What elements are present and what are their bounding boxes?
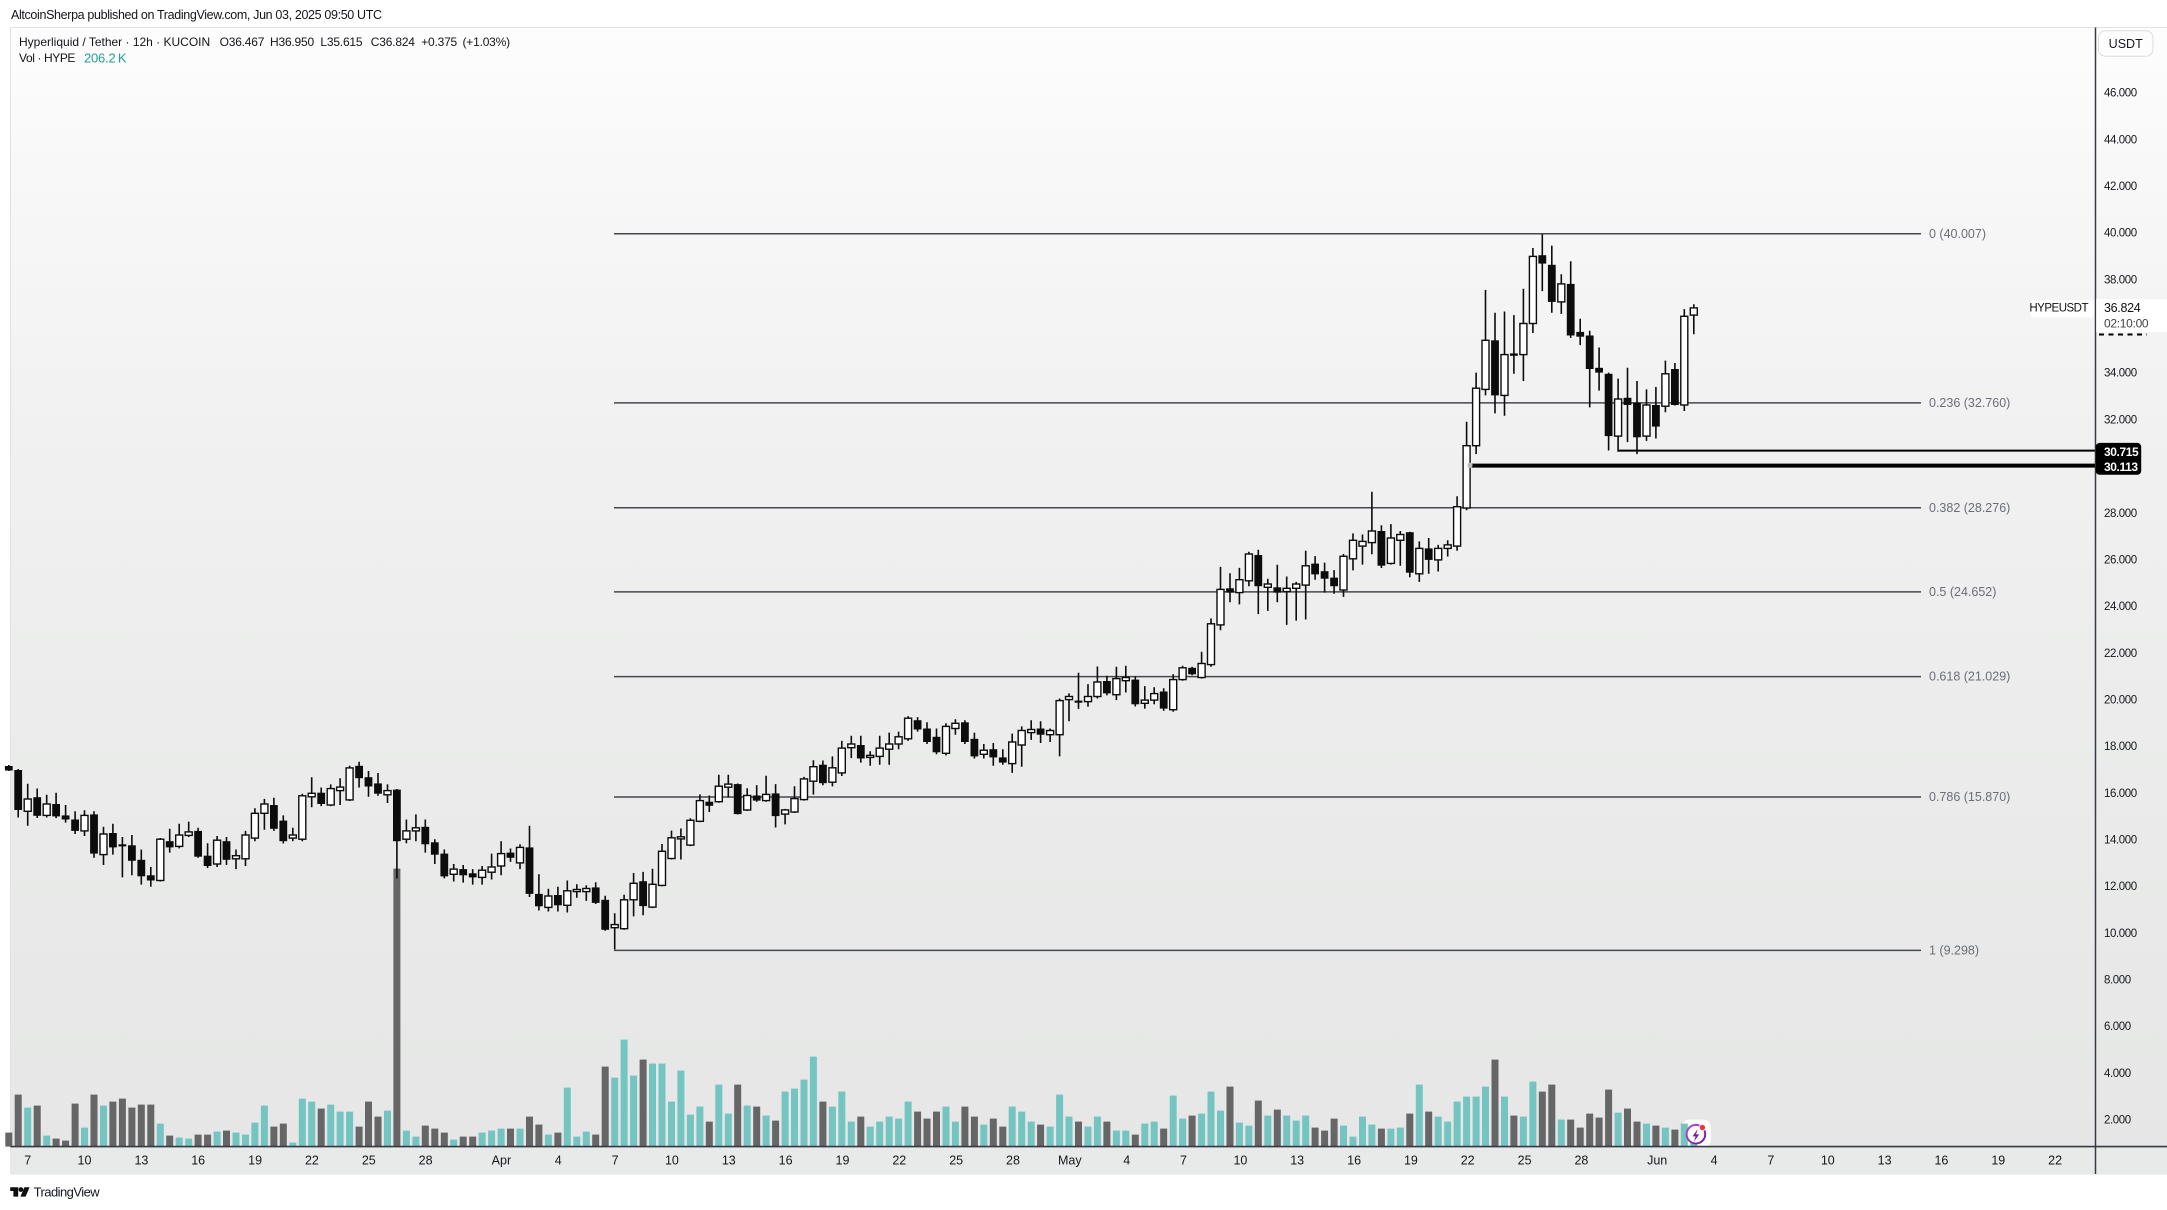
svg-text:19: 19 [1404, 1154, 1418, 1168]
svg-text:22: 22 [1461, 1154, 1475, 1168]
svg-text:Hyperliquid / Tether · 12h · K: Hyperliquid / Tether · 12h · KUCOIN [19, 35, 210, 49]
svg-text:28: 28 [419, 1154, 433, 1168]
svg-text:Jun: Jun [1647, 1154, 1667, 1168]
svg-text:0.236 (32.760): 0.236 (32.760) [1929, 396, 2010, 410]
svg-text:30.715: 30.715 [2104, 445, 2139, 459]
svg-text:C36.824: C36.824 [371, 35, 415, 49]
svg-text:4: 4 [1123, 1154, 1130, 1168]
svg-text:7: 7 [1767, 1154, 1774, 1168]
svg-text:30.113: 30.113 [2104, 460, 2138, 474]
svg-text:25: 25 [362, 1154, 376, 1168]
svg-text:O36.467: O36.467 [220, 35, 265, 49]
svg-text:8.000: 8.000 [2104, 975, 2131, 987]
svg-text:16: 16 [1934, 1154, 1948, 1168]
svg-text:18.000: 18.000 [2104, 741, 2137, 753]
svg-text:42.000: 42.000 [2104, 181, 2137, 193]
svg-text:25: 25 [1518, 1154, 1532, 1168]
svg-text:10: 10 [1233, 1154, 1247, 1168]
svg-text:1 (9.298): 1 (9.298) [1929, 943, 1979, 957]
svg-text:7: 7 [24, 1154, 31, 1168]
svg-text:4: 4 [1711, 1154, 1718, 1168]
svg-text:13: 13 [722, 1154, 736, 1168]
svg-text:TradingView: TradingView [34, 1185, 101, 1200]
svg-text:22: 22 [2048, 1154, 2062, 1168]
svg-text:4.000: 4.000 [2104, 1068, 2131, 1080]
svg-text:28.000: 28.000 [2104, 508, 2137, 520]
svg-text:Vol · HYPE: Vol · HYPE [19, 51, 75, 65]
svg-text:22: 22 [305, 1154, 319, 1168]
svg-text:16: 16 [191, 1154, 205, 1168]
svg-text:0.5 (24.652): 0.5 (24.652) [1929, 585, 1996, 599]
svg-text:19: 19 [248, 1154, 262, 1168]
svg-text:10: 10 [78, 1154, 92, 1168]
svg-text:44.000: 44.000 [2104, 134, 2137, 146]
svg-text:AltcoinSherpa published on Tra: AltcoinSherpa published on TradingView.c… [11, 8, 382, 22]
svg-text:16: 16 [1347, 1154, 1361, 1168]
svg-text:10: 10 [1821, 1154, 1835, 1168]
svg-text:28: 28 [1006, 1154, 1020, 1168]
svg-text:46.000: 46.000 [2104, 88, 2137, 100]
svg-text:4: 4 [555, 1154, 562, 1168]
svg-text:36.824: 36.824 [2104, 301, 2141, 315]
svg-text:2.000: 2.000 [2104, 1115, 2131, 1127]
svg-text:(+1.03%): (+1.03%) [463, 35, 511, 49]
svg-text:28: 28 [1574, 1154, 1588, 1168]
svg-text:7: 7 [612, 1154, 619, 1168]
svg-text:40.000: 40.000 [2104, 228, 2137, 240]
svg-text:25: 25 [949, 1154, 963, 1168]
svg-text:206.2 K: 206.2 K [84, 51, 127, 66]
svg-text:20.000: 20.000 [2104, 695, 2137, 707]
svg-text:14.000: 14.000 [2104, 835, 2137, 847]
svg-text:13: 13 [134, 1154, 148, 1168]
svg-text:32.000: 32.000 [2104, 414, 2137, 426]
svg-text:26.000: 26.000 [2104, 554, 2137, 566]
svg-text:16.000: 16.000 [2104, 788, 2137, 800]
svg-text:13: 13 [1290, 1154, 1304, 1168]
svg-text:12.000: 12.000 [2104, 881, 2137, 893]
svg-text:22.000: 22.000 [2104, 648, 2137, 660]
svg-text:6.000: 6.000 [2104, 1021, 2131, 1033]
svg-text:USDT: USDT [2109, 37, 2143, 51]
svg-text:+0.375: +0.375 [421, 35, 457, 49]
svg-text:HYPEUSDT: HYPEUSDT [2029, 303, 2088, 315]
svg-text:13: 13 [1878, 1154, 1892, 1168]
svg-text:10: 10 [665, 1154, 679, 1168]
svg-text:02:10:00: 02:10:00 [2104, 317, 2149, 331]
svg-text:7: 7 [1180, 1154, 1187, 1168]
svg-text:19: 19 [1991, 1154, 2005, 1168]
svg-text:16: 16 [779, 1154, 793, 1168]
svg-text:0.786 (15.870): 0.786 (15.870) [1929, 790, 2010, 804]
svg-text:May: May [1058, 1154, 1082, 1168]
svg-text:10.000: 10.000 [2104, 928, 2137, 940]
svg-text:L35.615: L35.615 [320, 35, 363, 49]
svg-text:22: 22 [892, 1154, 906, 1168]
svg-text:38.000: 38.000 [2104, 274, 2137, 286]
svg-text:0.382 (28.276): 0.382 (28.276) [1929, 501, 2010, 515]
svg-text:Apr: Apr [492, 1154, 511, 1168]
svg-text:H36.950: H36.950 [270, 35, 314, 49]
svg-text:19: 19 [836, 1154, 850, 1168]
svg-text:0 (40.007): 0 (40.007) [1929, 227, 1986, 241]
svg-text:0.618 (21.029): 0.618 (21.029) [1929, 670, 2010, 684]
svg-text:34.000: 34.000 [2104, 368, 2137, 380]
svg-text:24.000: 24.000 [2104, 601, 2137, 613]
